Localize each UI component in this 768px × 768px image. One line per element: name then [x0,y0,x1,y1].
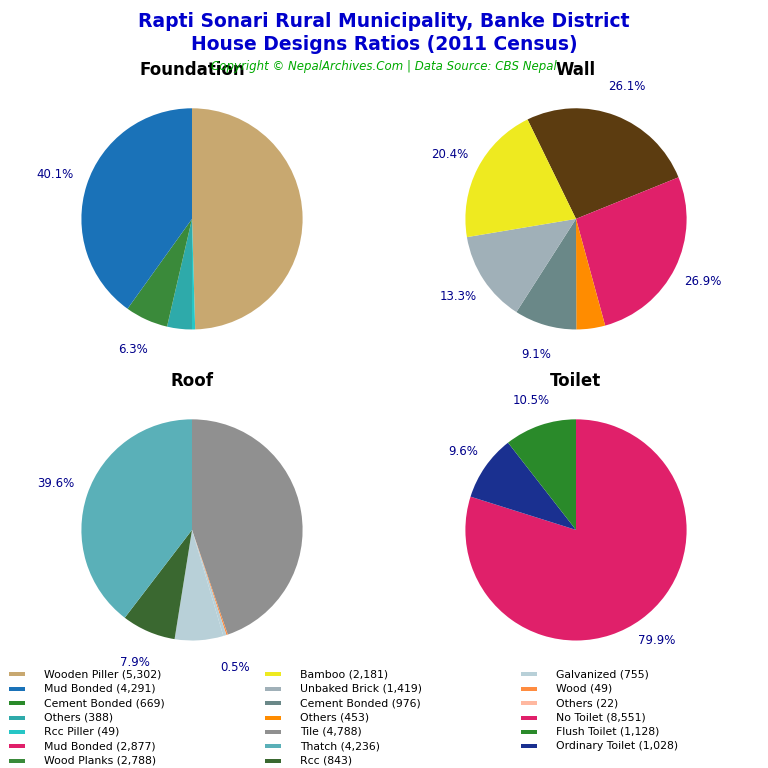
Bar [265,759,281,763]
Wedge shape [508,419,576,530]
Wedge shape [167,219,192,329]
Text: Others (388): Others (388) [44,713,113,723]
Text: 26.9%: 26.9% [684,275,722,288]
Text: 7.1%: 7.1% [0,767,1,768]
Bar [265,744,281,748]
Wedge shape [192,419,303,634]
Wedge shape [127,219,192,326]
Text: 26.1%: 26.1% [608,80,645,93]
Bar [9,701,25,705]
Wedge shape [192,530,228,635]
Text: 3.6%: 3.6% [0,767,1,768]
Text: 6.3%: 6.3% [118,343,147,356]
Wedge shape [192,530,227,636]
Wedge shape [576,177,687,326]
Wedge shape [528,108,678,219]
Text: Rcc Piller (49): Rcc Piller (49) [44,727,119,737]
Text: Wood (49): Wood (49) [556,684,612,694]
Text: 40.1%: 40.1% [37,168,74,181]
Text: 79.9%: 79.9% [638,634,676,647]
Title: Foundation: Foundation [139,61,245,79]
Text: No Toilet (8,551): No Toilet (8,551) [556,713,646,723]
Text: Rapti Sonari Rural Municipality, Banke District: Rapti Sonari Rural Municipality, Banke D… [138,12,630,31]
Bar [9,673,25,677]
Bar [9,759,25,763]
Text: House Designs Ratios (2011 Census): House Designs Ratios (2011 Census) [190,35,578,54]
Wedge shape [192,219,195,329]
Bar [521,716,538,720]
Text: Wooden Piller (5,302): Wooden Piller (5,302) [44,670,161,680]
Text: 9.6%: 9.6% [449,445,478,458]
Bar [265,701,281,705]
Text: Cement Bonded (976): Cement Bonded (976) [300,698,421,708]
Bar [265,687,281,690]
Text: Rcc (843): Rcc (843) [300,756,352,766]
Text: Cement Bonded (669): Cement Bonded (669) [44,698,164,708]
Title: Wall: Wall [556,61,596,79]
Text: Unbaked Brick (1,419): Unbaked Brick (1,419) [300,684,422,694]
Wedge shape [124,530,192,639]
Wedge shape [192,108,303,329]
Text: 39.6%: 39.6% [37,477,74,490]
Bar [9,730,25,734]
Text: 7.9%: 7.9% [121,656,151,668]
Bar [9,716,25,720]
Text: Tile (4,788): Tile (4,788) [300,727,362,737]
Text: Thatch (4,236): Thatch (4,236) [300,741,379,751]
Title: Roof: Roof [170,372,214,390]
Title: Toilet: Toilet [551,372,601,390]
Wedge shape [467,219,576,312]
Text: Ordinary Toilet (1,028): Ordinary Toilet (1,028) [556,741,678,751]
Text: Mud Bonded (4,291): Mud Bonded (4,291) [44,684,155,694]
Text: Others (22): Others (22) [556,698,618,708]
Bar [9,687,25,690]
Text: 49.6%: 49.6% [0,767,1,768]
Bar [9,744,25,748]
Text: Others (453): Others (453) [300,713,369,723]
Wedge shape [516,219,576,329]
Bar [265,730,281,734]
Text: Flush Toilet (1,128): Flush Toilet (1,128) [556,727,659,737]
Wedge shape [465,120,576,237]
Wedge shape [471,442,576,530]
Wedge shape [465,419,687,641]
Bar [521,673,538,677]
Bar [521,687,538,690]
Bar [521,730,538,734]
Wedge shape [576,219,605,329]
Bar [265,673,281,677]
Text: 0.5%: 0.5% [0,767,1,768]
Text: 10.5%: 10.5% [513,394,550,407]
Text: Copyright © NepalArchives.Com | Data Source: CBS Nepal: Copyright © NepalArchives.Com | Data Sou… [211,60,557,73]
Text: 4.2%: 4.2% [0,767,1,768]
Text: Galvanized (755): Galvanized (755) [556,670,649,680]
Text: Wood Planks (2,788): Wood Planks (2,788) [44,756,156,766]
Bar [521,701,538,705]
Wedge shape [81,108,192,309]
Text: 9.1%: 9.1% [521,349,551,361]
Text: 13.3%: 13.3% [439,290,476,303]
Wedge shape [81,419,192,617]
Text: Mud Bonded (2,877): Mud Bonded (2,877) [44,741,155,751]
Bar [521,744,538,748]
Text: 20.4%: 20.4% [432,147,468,161]
Text: Bamboo (2,181): Bamboo (2,181) [300,670,388,680]
Text: 44.8%: 44.8% [0,767,1,768]
Bar [265,716,281,720]
Text: 0.5%: 0.5% [220,660,250,674]
Wedge shape [174,530,223,641]
